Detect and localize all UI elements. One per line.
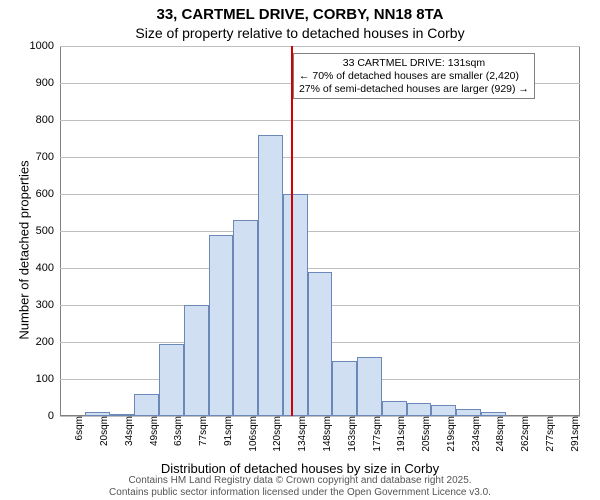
annotation-line: ← 70% of detached houses are smaller (2,… [299,70,529,83]
histogram-bar [159,344,184,416]
xtick-label: 248sqm [493,416,506,452]
reference-line [291,46,293,416]
xtick-label: 205sqm [419,416,432,452]
xtick-label: 63sqm [171,416,184,446]
title-line1: 33, CARTMEL DRIVE, CORBY, NN18 8TA [0,6,600,25]
xtick-label: 277sqm [543,416,556,452]
histogram-bar [283,194,308,416]
xtick-label: 177sqm [370,416,383,452]
grid-line [60,194,580,195]
y-axis-label: Number of detached properties [16,160,31,339]
annotation-box: 33 CARTMEL DRIVE: 131sqm← 70% of detache… [293,53,535,99]
ytick-label: 1000 [30,40,60,52]
ytick-label: 800 [36,114,60,126]
histogram-bar [357,357,382,416]
histogram-bar [308,272,333,416]
credit-block: Contains HM Land Registry data © Crown c… [0,475,600,498]
grid-line [60,231,580,232]
ytick-label: 200 [36,336,60,348]
xtick-label: 34sqm [122,416,135,446]
ytick-label: 500 [36,225,60,237]
title-line2: Size of property relative to detached ho… [0,25,600,43]
xtick-label: 77sqm [196,416,209,446]
grid-line [60,46,580,47]
ytick-label: 100 [36,373,60,385]
xtick-label: 20sqm [97,416,110,446]
histogram-bar [258,135,283,416]
xtick-label: 163sqm [345,416,358,452]
xtick-label: 49sqm [147,416,160,446]
histogram-bar [134,394,159,416]
grid-line [60,120,580,121]
histogram-bar [407,403,432,416]
plot-area: 010020030040050060070080090010006sqm20sq… [60,46,580,416]
grid-line [60,157,580,158]
histogram-bar [456,409,481,416]
xtick-label: 134sqm [295,416,308,452]
histogram-bar [184,305,209,416]
ytick-label: 900 [36,77,60,89]
xtick-label: 148sqm [320,416,333,452]
annotation-line: 27% of semi-detached houses are larger (… [299,83,529,96]
xtick-label: 6sqm [72,416,85,440]
xtick-label: 234sqm [469,416,482,452]
annotation-line: 33 CARTMEL DRIVE: 131sqm [299,57,529,70]
histogram-bar [431,405,456,416]
x-axis-label: Distribution of detached houses by size … [0,461,600,476]
ytick-label: 0 [48,410,60,422]
histogram-bar [332,361,357,417]
grid-line [60,268,580,269]
xtick-label: 291sqm [568,416,581,452]
title-block: 33, CARTMEL DRIVE, CORBY, NN18 8TA Size … [0,0,600,42]
ytick-label: 400 [36,262,60,274]
ytick-label: 700 [36,151,60,163]
xtick-label: 262sqm [518,416,531,452]
xtick-label: 191sqm [394,416,407,452]
histogram-bar [233,220,258,416]
xtick-label: 120sqm [270,416,283,452]
ytick-label: 300 [36,299,60,311]
xtick-label: 219sqm [444,416,457,452]
histogram-bar [382,401,407,416]
credit-line1: Contains HM Land Registry data © Crown c… [0,475,600,487]
chart-container: 33, CARTMEL DRIVE, CORBY, NN18 8TA Size … [0,0,600,500]
xtick-label: 106sqm [246,416,259,452]
xtick-label: 91sqm [221,416,234,446]
credit-line2: Contains public sector information licen… [0,487,600,499]
ytick-label: 600 [36,188,60,200]
histogram-bar [209,235,234,416]
